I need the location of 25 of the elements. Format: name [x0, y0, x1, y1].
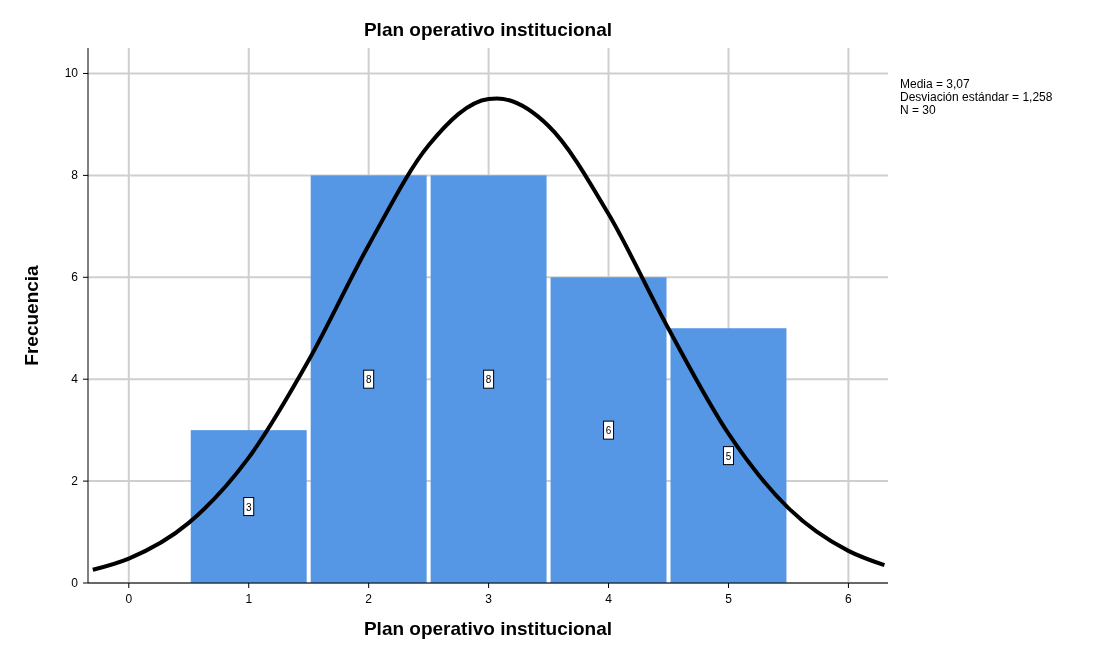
y-tick-label: 10 — [64, 66, 79, 81]
x-axis-title: Plan operativo institucional — [363, 618, 613, 639]
y-tick-label: 0 — [71, 576, 79, 590]
text: N = 30 — [900, 103, 937, 117]
y-tick-label: 2 — [71, 474, 79, 489]
x-tick-label: 6 — [845, 592, 853, 606]
x-tick-label: 5 — [725, 592, 733, 606]
x-tick-label: 1 — [245, 592, 253, 606]
y-tick-label: 8 — [71, 168, 79, 183]
data-label: 3 — [245, 501, 252, 513]
chart-title: Plan operativo institucional — [363, 19, 613, 40]
data-label: 8 — [365, 374, 372, 386]
text: Media = 3,07 — [900, 77, 971, 91]
x-tick-label: 3 — [485, 592, 493, 606]
x-tick-label: 2 — [365, 592, 373, 606]
data-label: 6 — [605, 425, 612, 437]
data-label: 8 — [485, 374, 492, 386]
y-axis-title: Frecuencia — [21, 264, 42, 366]
y-tick-label: 6 — [71, 270, 79, 285]
x-tick-label: 4 — [605, 592, 613, 606]
y-tick-label: 4 — [71, 372, 79, 387]
x-tick-label: 0 — [125, 592, 133, 606]
line-series — [90, 96, 887, 572]
data-label: 5 — [725, 450, 732, 462]
text: Desviación estándar = 1,258 — [900, 90, 1053, 104]
